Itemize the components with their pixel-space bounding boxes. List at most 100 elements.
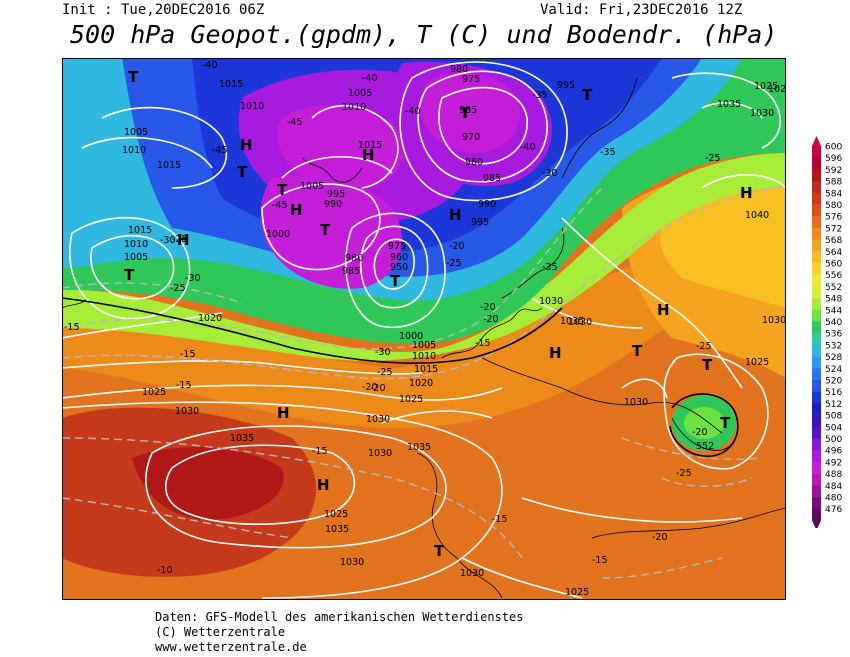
isobar-label: 1000 <box>266 229 290 240</box>
init-time: Init : Tue,20DEC2016 06Z <box>62 2 265 18</box>
isobar-label: 980 <box>450 64 468 75</box>
scale-label: 500 <box>825 435 842 445</box>
footer-copyright: (C) Wetterzentrale <box>155 625 286 639</box>
isobar-label: 1030 <box>762 315 786 326</box>
isobar-label: 985 <box>483 173 501 184</box>
isobar-label: 1025 <box>565 587 589 598</box>
isobar-label: 1020 <box>198 313 222 324</box>
isotherm-label: -15 <box>312 446 328 457</box>
isotherm-label: -20 <box>370 383 386 394</box>
isotherm-label: -35 <box>532 90 548 101</box>
isobar-label: 1025 <box>142 387 166 398</box>
scale-swatch <box>812 169 821 182</box>
scale-label: 588 <box>825 178 842 188</box>
low-marker: T <box>434 542 445 560</box>
isobar-label: 1005 <box>300 181 324 192</box>
scale-swatch <box>812 473 821 486</box>
isobar-label: 1030 <box>624 397 648 408</box>
isobar-label: 980 <box>465 157 483 168</box>
scale-swatch <box>812 146 821 158</box>
isobar-label: 1035 <box>560 316 584 327</box>
high-marker: H <box>290 201 303 219</box>
isobar-label: 975 <box>388 241 406 252</box>
low-marker: T <box>237 163 248 181</box>
scale-swatch <box>812 251 821 264</box>
isobar-label: 1005 <box>124 252 148 263</box>
scale-label: 492 <box>825 458 842 468</box>
low-marker: T <box>720 414 731 432</box>
isobar-label: 1010 <box>342 102 366 113</box>
scale-label: 516 <box>825 388 842 398</box>
high-marker: H <box>317 476 330 494</box>
isobar-label: 1040 <box>745 210 769 221</box>
isotherm-label: -45 <box>212 145 228 156</box>
isotherm-label: -45 <box>287 117 303 128</box>
isobar-label: 1015 <box>128 225 152 236</box>
high-marker: H <box>657 301 670 319</box>
isotherm-label: -35 <box>600 147 616 158</box>
scale-label: 556 <box>825 271 842 281</box>
scale-swatch <box>812 415 821 428</box>
scale-swatch <box>812 403 821 416</box>
scale-swatch <box>812 321 821 334</box>
low-marker: T <box>632 342 643 360</box>
scale-label: 568 <box>825 236 842 246</box>
isotherm-label: -15 <box>492 514 508 525</box>
high-marker: H <box>740 184 753 202</box>
isobar-label: 1005 <box>124 127 148 138</box>
scale-swatch <box>812 450 821 463</box>
scale-label: 528 <box>825 353 842 363</box>
low-marker: T <box>128 68 139 86</box>
scale-label: 544 <box>825 306 842 316</box>
isotherm-label: -40 <box>405 106 421 117</box>
isobar-label: 995 <box>557 80 575 91</box>
scale-label: 560 <box>825 260 842 270</box>
isotherm-label: -15 <box>180 349 196 360</box>
scale-swatch <box>812 426 821 439</box>
scale-label: 532 <box>825 341 842 351</box>
scale-swatch <box>812 216 821 229</box>
high-marker: H <box>177 231 190 249</box>
isobar-label: 990 <box>478 199 496 210</box>
scale-label: 512 <box>825 400 842 410</box>
map-title: 500 hPa Geopot.(gpdm), T (C) und Bodendr… <box>70 20 778 49</box>
isobar-label: 980 <box>345 253 363 264</box>
high-marker: H <box>449 206 462 224</box>
isotherm-label: -20 <box>362 382 378 393</box>
scale-swatch <box>812 298 821 311</box>
scale-label: 476 <box>825 505 842 515</box>
isotherm-label: -20 <box>449 241 465 252</box>
low-marker: T <box>390 272 401 290</box>
isobar-label: 1030 <box>366 414 390 425</box>
isobar-label: 970 <box>462 132 480 143</box>
isotherm-label: -25 <box>705 153 721 164</box>
isobar-label: 995 <box>471 217 489 228</box>
isotherm-label: -15 <box>592 555 608 566</box>
isobar-label: 1035 <box>230 433 254 444</box>
isotherm-label: -15 <box>64 322 80 333</box>
scale-label: 508 <box>825 412 842 422</box>
scale-swatch <box>812 391 821 404</box>
color-scale-legend: 6005965925885845805765725685645605565525… <box>812 136 842 528</box>
isotherm-label: -10 <box>157 565 173 576</box>
scale-swatch <box>812 368 821 381</box>
footer-url[interactable]: www.wetterzentrale.de <box>155 640 307 654</box>
high-marker: H <box>277 404 290 422</box>
scale-swatch <box>812 508 821 521</box>
scale-swatch <box>812 309 821 322</box>
high-marker: H <box>240 136 253 154</box>
isobar-label: 960 <box>390 252 408 263</box>
isotherm-label: -20 <box>483 314 499 325</box>
isobar-label: 1035 <box>407 442 431 453</box>
valid-time: Valid: Fri,23DEC2016 12Z <box>540 2 743 18</box>
isobar-label: 985 <box>459 105 477 116</box>
isobar-label: 1030 <box>568 317 592 328</box>
low-marker: T <box>320 221 331 239</box>
isobar-label: 995 <box>327 189 345 200</box>
isotherm-label: -25 <box>676 468 692 479</box>
isobar-label: 1010 <box>412 351 436 362</box>
isotherm-label: -30 <box>160 235 176 246</box>
scale-label: 592 <box>825 166 842 176</box>
scale-swatch <box>812 227 821 240</box>
low-marker: T <box>124 266 135 284</box>
